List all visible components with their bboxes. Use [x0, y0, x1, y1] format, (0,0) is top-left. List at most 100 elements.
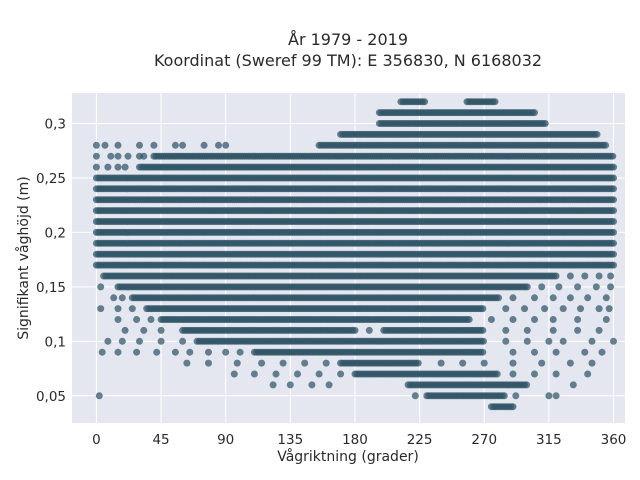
data-point — [531, 348, 538, 356]
data-point — [602, 294, 610, 302]
data-point — [581, 348, 589, 356]
data-point — [584, 294, 592, 302]
data-point — [222, 348, 230, 356]
data-point — [294, 370, 301, 378]
data-point — [136, 337, 143, 345]
data-point — [337, 370, 345, 378]
data-point — [610, 207, 617, 215]
data-point — [541, 305, 549, 313]
data-point — [92, 152, 100, 160]
data-point — [124, 152, 132, 160]
data-point — [610, 218, 617, 225]
x-tick-label: 225 — [407, 432, 433, 448]
data-point — [531, 316, 538, 323]
data-point — [552, 348, 560, 356]
data-point — [179, 337, 187, 345]
data-point — [610, 185, 617, 193]
data-point — [205, 359, 212, 367]
data-point — [566, 359, 574, 367]
data-point — [92, 141, 100, 149]
data-point — [509, 294, 517, 302]
data-point — [459, 359, 467, 367]
data-point — [593, 130, 601, 138]
data-point — [598, 348, 606, 356]
data-point — [610, 174, 617, 182]
data-point — [421, 98, 429, 106]
data-point — [549, 326, 557, 334]
data-point — [545, 337, 553, 345]
x-axis-label: Vågriktning (grader) — [277, 448, 419, 465]
data-point — [479, 348, 487, 356]
data-point — [179, 141, 187, 149]
data-point — [610, 196, 617, 204]
data-point — [559, 305, 567, 313]
data-point — [502, 337, 510, 345]
data-point — [250, 370, 258, 378]
data-point — [549, 316, 557, 323]
data-point — [574, 326, 582, 334]
data-point — [610, 163, 617, 171]
data-point — [512, 392, 520, 400]
data-point — [118, 294, 126, 302]
data-point — [538, 359, 546, 367]
data-point — [222, 141, 230, 149]
data-point — [136, 141, 143, 149]
data-point — [133, 348, 141, 356]
data-point — [200, 141, 208, 149]
data-point — [121, 326, 129, 334]
data-point — [308, 381, 316, 389]
data-point — [531, 109, 538, 117]
y-tick-label: 0,25 — [36, 171, 66, 187]
data-point — [411, 392, 419, 400]
data-point — [279, 359, 287, 367]
x-tick-label: 45 — [152, 432, 169, 448]
data-point — [521, 305, 528, 313]
data-point — [258, 359, 266, 367]
data-point — [480, 337, 487, 345]
data-point — [315, 370, 323, 378]
data-point — [588, 359, 596, 367]
data-point — [509, 316, 517, 323]
y-tick-label: 0,2 — [45, 225, 66, 241]
data-point — [610, 261, 617, 269]
data-point — [365, 326, 373, 334]
data-point — [97, 305, 105, 313]
chart-title: År 1979 - 2019 — [288, 30, 408, 49]
data-point — [493, 370, 501, 378]
data-point — [607, 272, 615, 280]
x-tick-label: 0 — [92, 432, 101, 448]
data-point — [236, 348, 244, 356]
data-point — [509, 370, 517, 378]
data-point — [233, 359, 241, 367]
data-point — [121, 163, 129, 171]
data-point — [351, 326, 359, 334]
data-point — [523, 326, 531, 334]
data-point — [523, 283, 531, 291]
data-point — [118, 337, 126, 345]
data-point — [95, 392, 103, 400]
data-point — [98, 348, 106, 356]
data-point — [541, 120, 549, 127]
data-point — [595, 305, 603, 313]
data-point — [555, 283, 563, 291]
data-point — [301, 359, 309, 367]
data-point — [114, 141, 122, 149]
data-point — [584, 370, 592, 378]
data-point — [114, 163, 122, 171]
data-point — [610, 337, 617, 345]
data-point — [133, 316, 141, 323]
data-point — [602, 316, 610, 323]
data-point — [322, 359, 330, 367]
data-point — [114, 305, 122, 313]
data-point — [230, 370, 238, 378]
data-point — [523, 381, 531, 389]
data-point — [607, 283, 615, 291]
data-point — [114, 152, 122, 160]
data-point — [581, 272, 589, 280]
data-point — [523, 337, 531, 345]
data-point — [610, 250, 617, 258]
data-point — [157, 326, 165, 334]
data-point — [114, 316, 122, 323]
data-point — [595, 326, 603, 334]
data-point — [502, 305, 510, 313]
